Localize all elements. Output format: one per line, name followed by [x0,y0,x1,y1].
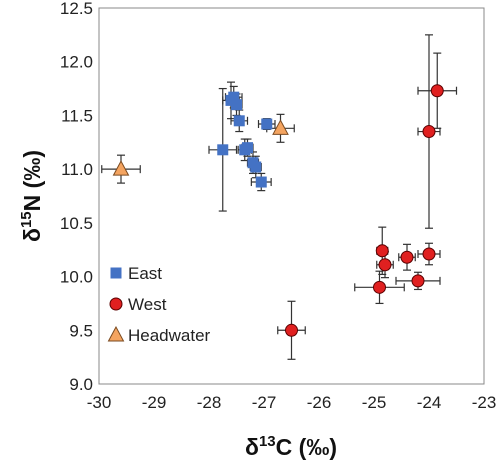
legend-marker-east [110,267,122,279]
west-point [378,258,392,272]
x-axis-label-main: C (‰) [276,434,337,460]
west-point [411,274,425,288]
legend: East West Headwater [107,264,211,345]
east-point [242,142,253,154]
east-point [231,99,242,111]
x-tick-labels: -30 -29 -28 -27 -26 -25 -24 -23 [87,393,497,412]
legend-label-headwater: Headwater [128,326,211,345]
west-point [430,84,444,98]
x-tick-label: -28 [197,393,222,412]
data-markers [112,84,444,337]
y-tick-label: 10.5 [60,214,93,233]
x-tick-label: -27 [252,393,277,412]
legend-marker-west [109,297,123,311]
headwater-point [272,119,289,135]
y-axis-label: δ15N (‰) [18,150,45,242]
east-point [233,115,245,127]
east-point [250,161,262,173]
headwater-point [112,160,130,176]
y-tick-label: 9.5 [69,321,93,340]
west-point [422,125,436,139]
y-tick-label: 10.0 [60,268,93,287]
y-axis-label-main: N (‰) [19,150,45,211]
west-point [373,280,386,294]
x-axis-label-sup: 13 [259,433,276,450]
x-tick-label: -25 [362,393,387,412]
west-point [375,244,389,258]
y-tick-label: 12.5 [60,0,93,18]
east-point [255,176,267,188]
legend-label-east: East [128,264,162,283]
x-tick-label: -30 [87,393,112,412]
y-tick-labels: 9.0 9.5 10.0 10.5 11.0 11.5 12.0 12.5 [60,0,93,394]
y-tick-label: 11.5 [61,106,93,125]
x-axis-label-prefix: δ [245,434,259,460]
x-tick-label: -23 [472,393,497,412]
east-point [261,118,273,130]
y-tick-label: 11.0 [61,160,93,179]
y-tick-label: 12.0 [60,53,93,72]
west-point [422,247,436,261]
x-tick-label: -29 [142,393,167,412]
y-axis-label-prefix: δ [19,228,45,242]
x-tick-label: -26 [307,393,332,412]
legend-label-west: West [128,295,167,314]
x-axis-label: δ13C (‰) [245,433,337,460]
east-point [217,144,229,156]
x-tick-label: -24 [417,393,442,412]
y-tick-label: 9.0 [69,375,93,394]
west-point [285,323,298,337]
west-point [400,250,414,264]
y-axis-label-sup: 15 [18,211,35,228]
legend-marker-headwater [107,325,125,342]
east-point [228,91,240,103]
